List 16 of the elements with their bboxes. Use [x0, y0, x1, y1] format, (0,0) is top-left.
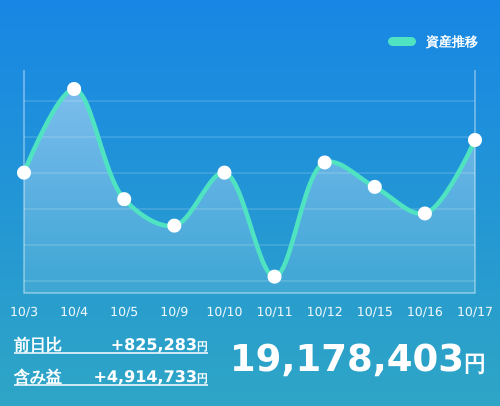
x-tick-label: 10/3: [10, 304, 38, 319]
x-tick-label: 10/17: [456, 304, 494, 319]
x-tick-label: 10/4: [60, 304, 88, 319]
x-tick-label: 10/5: [110, 304, 138, 319]
x-tick-label: 10/16: [406, 304, 443, 319]
text: +825,283円: [110, 335, 208, 354]
text: +4,914,733円: [94, 367, 208, 386]
x-tick-label: 10/10: [206, 304, 242, 319]
x-tick-label: 10/11: [256, 304, 293, 319]
legend-label: 資産推移: [425, 34, 478, 50]
x-tick-label: 10/15: [356, 304, 393, 319]
x-tick-label: 10/12: [306, 304, 343, 319]
text: 含み益: [13, 367, 62, 386]
text: 前日比: [13, 335, 62, 354]
x-tick-label: 10/9: [160, 304, 188, 319]
text: 19,178,403円: [230, 337, 486, 380]
